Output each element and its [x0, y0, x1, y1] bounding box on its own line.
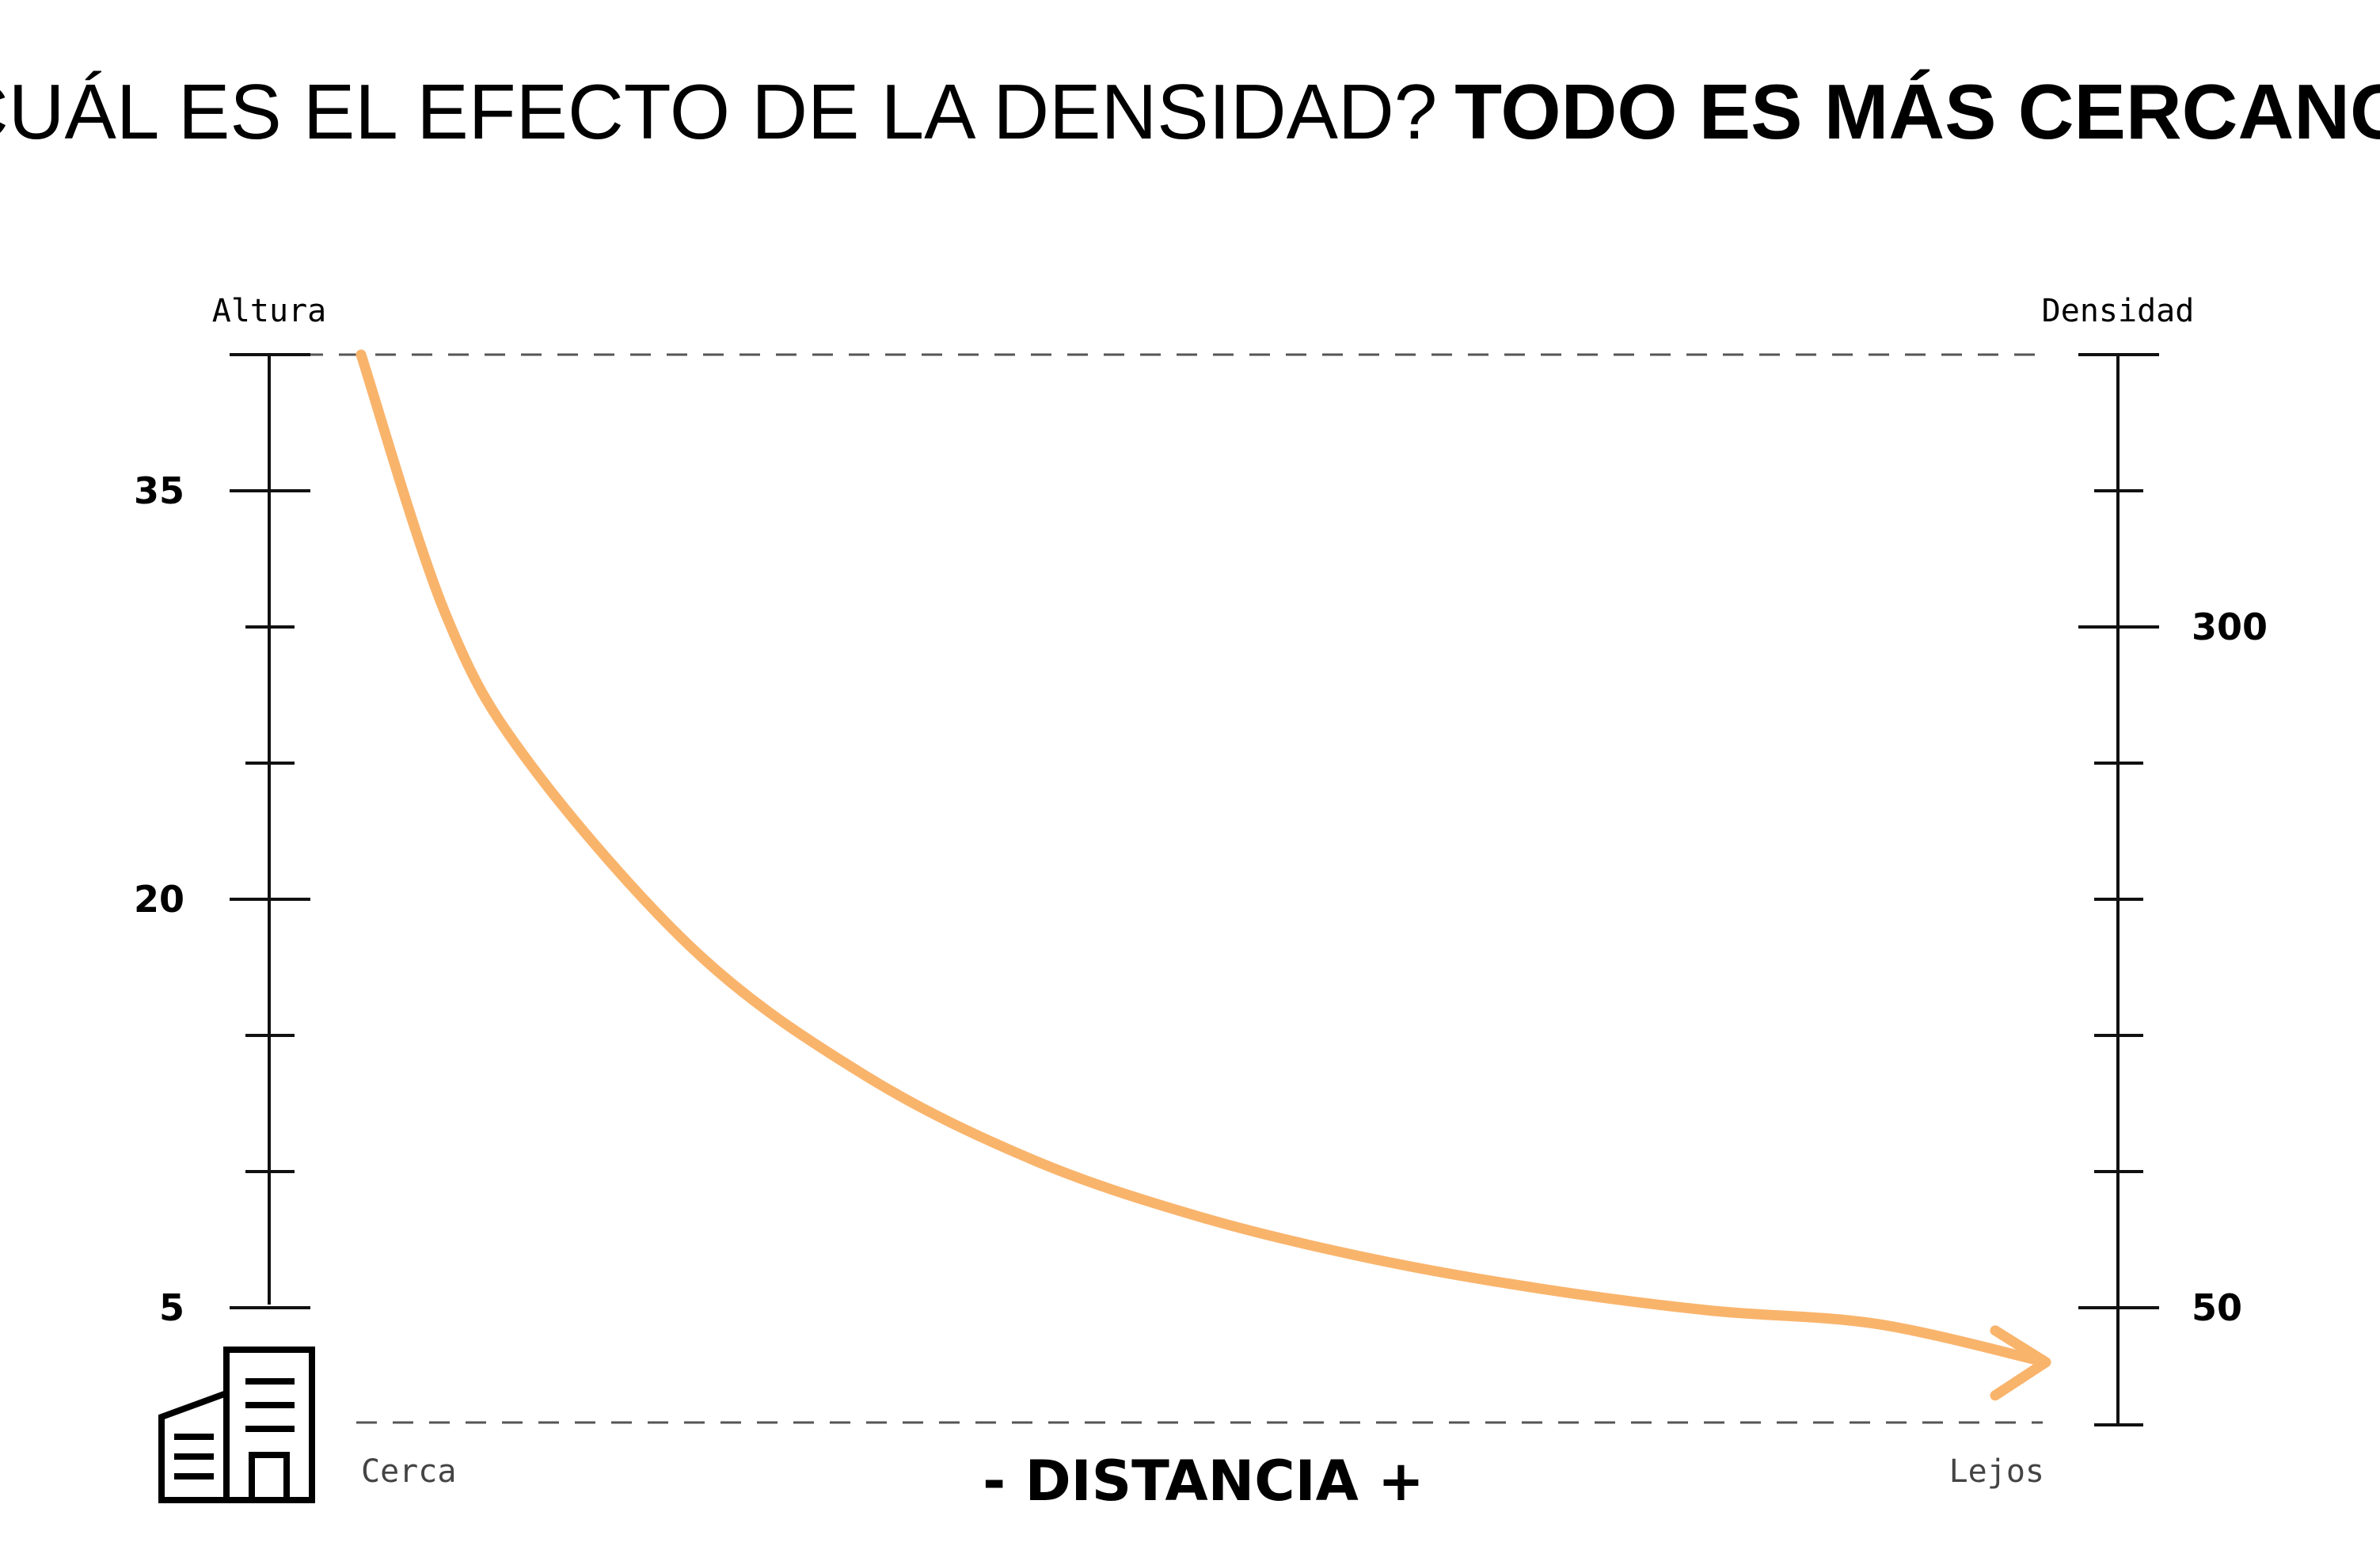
right-axis-label: Densidad: [2042, 293, 2195, 329]
left-tick-label-20: 20: [134, 878, 184, 921]
chart-title-light: ¿CUÁL ES EL EFECTO DE LA DENSIDAD?: [0, 68, 1437, 155]
right-tick-label-300: 300: [2192, 606, 2268, 648]
density-curve: [355, 349, 2051, 1368]
right-tick-label-50: 50: [2192, 1286, 2242, 1329]
x-start-label: Cerca: [361, 1453, 456, 1490]
left-tick-label-5: 5: [159, 1286, 184, 1329]
arrowhead: [1990, 1325, 2051, 1401]
building-icon: [158, 1347, 315, 1503]
chart-title: ¿CUÁL ES EL EFECTO DE LA DENSIDAD? TODO E…: [0, 68, 2380, 155]
left-axis: 35 20 5: [134, 353, 310, 1329]
right-axis: 300 50: [2078, 353, 2268, 1426]
left-axis-label: Altura: [212, 293, 327, 329]
left-tick-label-35: 35: [134, 469, 184, 512]
chart-title-bold: TODO ES MÁS CERCANO...: [1454, 68, 2380, 155]
x-axis-label: - DISTANCIA +: [983, 1449, 1424, 1514]
x-end-label: Lejos: [1949, 1453, 2044, 1490]
